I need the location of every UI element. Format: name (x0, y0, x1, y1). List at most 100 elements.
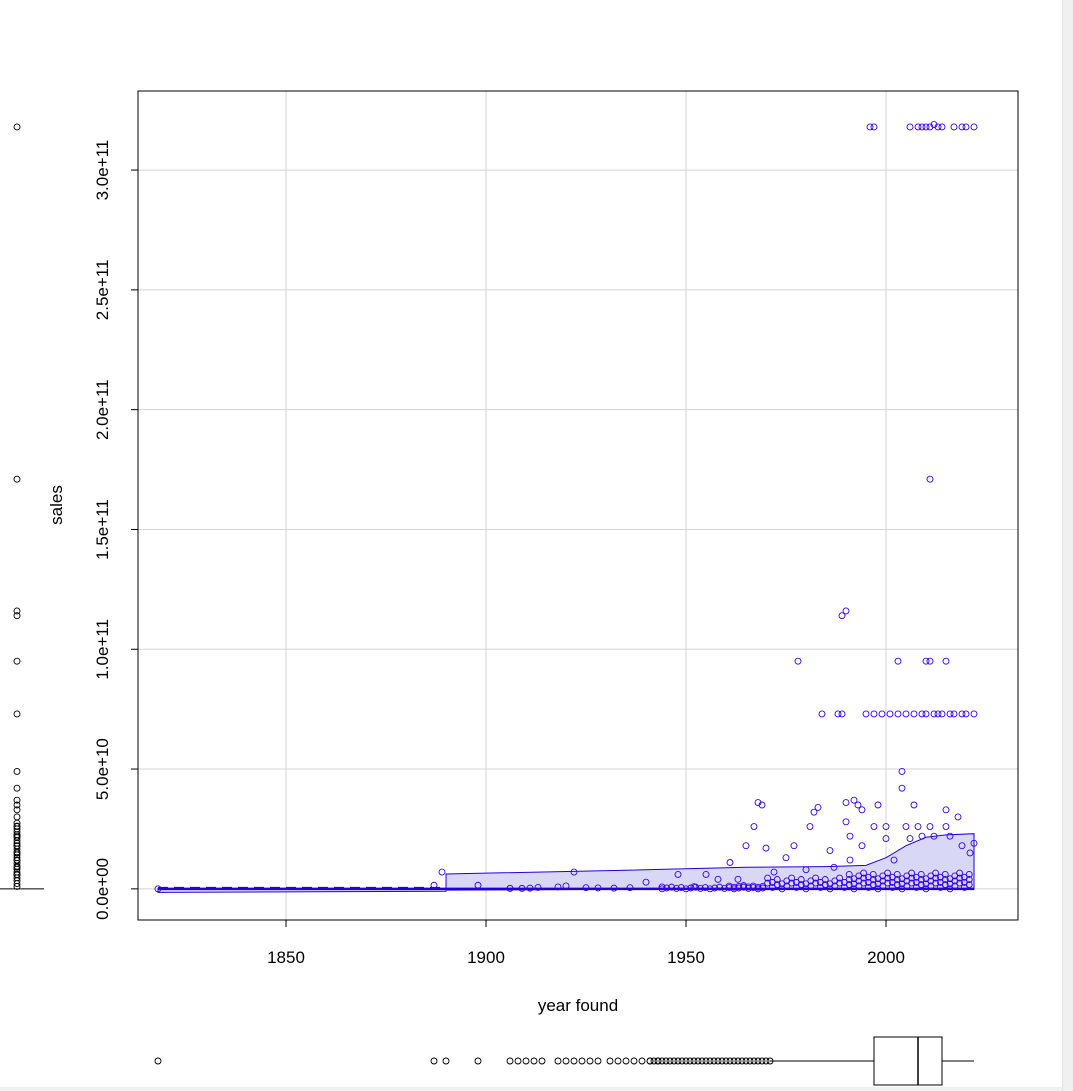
data-point (838, 710, 846, 718)
data-point (726, 859, 734, 866)
data-point (842, 799, 850, 807)
data-point (830, 863, 838, 871)
x-marginal-outlier (762, 1057, 770, 1065)
data-point (962, 123, 970, 131)
x-marginal-outlier (578, 1057, 586, 1065)
y-axis: 0.0e+00 5.0e+10 1.0e+11 1.5e+11 2.0e+11 2.5e+… (93, 140, 138, 920)
x-marginal-outlier (710, 1057, 718, 1065)
x-tick-label: 2000 (867, 948, 905, 967)
data-point (926, 823, 934, 831)
data-point (534, 883, 542, 891)
x-marginal-outlier (682, 1057, 690, 1065)
data-point (582, 884, 590, 892)
x-marginal-outlier (594, 1057, 602, 1065)
x-marginal-outlier (514, 1057, 522, 1065)
x-marginal-outlier (506, 1057, 514, 1065)
data-point (908, 874, 916, 882)
y-marginal-outlier (13, 813, 21, 821)
data-point (858, 842, 866, 850)
plot-frame (137, 90, 1019, 921)
data-point (914, 123, 922, 131)
data-point (898, 768, 906, 775)
x-marginal-outlier (726, 1057, 734, 1065)
y-marginal-outlier (13, 796, 21, 804)
x-marginal-outlier (638, 1057, 646, 1065)
x-marginal-outlier (622, 1057, 630, 1065)
y-marginal-outlier (13, 612, 21, 620)
data-point (773, 876, 781, 883)
data-point (941, 876, 949, 883)
data-point (965, 881, 973, 888)
vertical-scrollbar[interactable] (1062, 0, 1073, 1091)
data-point (788, 874, 796, 882)
data-point (870, 710, 878, 718)
data-point (744, 883, 752, 891)
data-point (956, 874, 964, 882)
data-point (938, 710, 946, 718)
x-marginal-outlier (742, 1057, 750, 1065)
data-point (750, 823, 758, 831)
data-point (836, 874, 844, 882)
data-point (926, 475, 934, 483)
data-point (762, 844, 770, 852)
data-point (930, 832, 938, 840)
data-point (870, 823, 878, 831)
data-point (430, 881, 438, 889)
data-point (690, 883, 698, 891)
data-point (850, 796, 858, 804)
data-point (706, 885, 714, 893)
data-point (958, 123, 966, 131)
data-point (908, 869, 916, 877)
data-point (672, 884, 680, 892)
y-marginal-outlier (13, 822, 21, 830)
x-marginal-outlier (678, 1057, 686, 1065)
data-point (846, 856, 854, 864)
data-point (826, 847, 834, 854)
data-point (770, 868, 778, 876)
data-point (914, 823, 922, 831)
data-point (956, 879, 964, 887)
data-point (950, 123, 958, 131)
x-axis-label: year found (538, 996, 618, 1015)
y-marginal-outlier (13, 607, 21, 615)
data-point (917, 871, 925, 878)
data-point (702, 871, 710, 878)
data-point (918, 832, 926, 840)
data-point (818, 710, 826, 718)
x-marginal-outlier (746, 1057, 754, 1065)
data-point (902, 710, 910, 718)
data-point (734, 875, 742, 883)
data-point (926, 657, 934, 665)
data-point (854, 801, 862, 809)
x-tick-label: 1950 (667, 948, 705, 967)
x-marginal-outlier (650, 1057, 658, 1065)
data-point (526, 884, 534, 892)
data-point (858, 806, 866, 814)
data-point (910, 710, 918, 718)
data-point (860, 879, 868, 887)
x-marginal-outlier (730, 1057, 738, 1065)
y-marginal-outlier (13, 819, 21, 827)
x-marginal-outlier (522, 1057, 530, 1065)
data-point (821, 876, 829, 883)
x-marginal-outlier (442, 1057, 450, 1065)
x-marginal-outlier (154, 1057, 162, 1065)
data-point (938, 123, 946, 131)
data-point (742, 842, 750, 850)
data-point (917, 881, 925, 888)
data-point (930, 121, 938, 128)
data-point (965, 876, 973, 883)
x-tick-label: 1850 (267, 948, 305, 967)
data-points (154, 121, 978, 893)
data-point (438, 868, 446, 876)
data-point (701, 884, 709, 892)
data-point (845, 876, 853, 883)
data-point (506, 884, 514, 892)
data-point (518, 884, 526, 892)
grid-lines (138, 91, 1018, 920)
x-marginal-outlier (570, 1057, 578, 1065)
data-point (735, 883, 743, 890)
data-point (932, 874, 940, 882)
x-marginal-outlier (686, 1057, 694, 1065)
data-point (663, 884, 671, 892)
